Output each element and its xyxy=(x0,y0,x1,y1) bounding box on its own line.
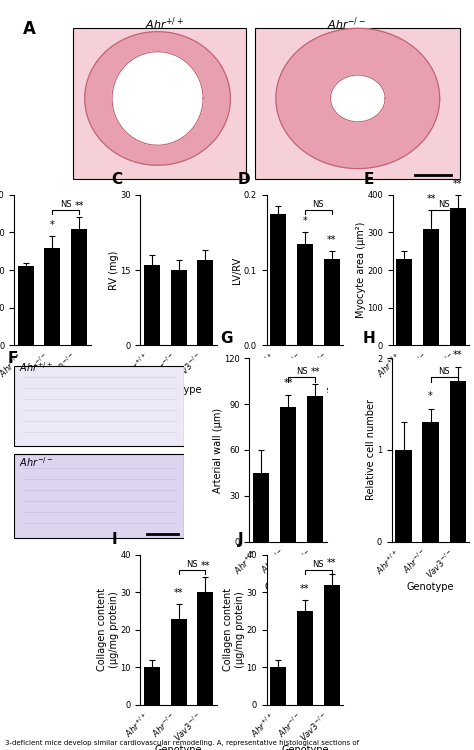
Text: NS: NS xyxy=(296,367,308,376)
Bar xyxy=(71,229,87,345)
Text: $Ahr^{+/+}$: $Ahr^{+/+}$ xyxy=(19,360,54,374)
Bar xyxy=(144,265,160,345)
Text: G: G xyxy=(220,331,233,346)
Bar xyxy=(324,585,339,705)
Text: NS: NS xyxy=(438,367,450,376)
X-axis label: Genotype: Genotype xyxy=(407,582,454,592)
Text: NS: NS xyxy=(60,200,72,209)
Bar xyxy=(422,422,438,542)
Y-axis label: Arterial wall (μm): Arterial wall (μm) xyxy=(213,407,223,493)
Bar xyxy=(395,450,411,542)
Bar xyxy=(297,244,313,345)
Text: $Ahr^{-/-}$: $Ahr^{-/-}$ xyxy=(19,455,54,470)
Text: **: ** xyxy=(74,202,84,211)
Text: *: * xyxy=(428,392,433,401)
X-axis label: Genotype: Genotype xyxy=(281,386,328,395)
Bar xyxy=(280,407,296,542)
Text: NS: NS xyxy=(312,560,324,569)
Bar xyxy=(144,668,160,705)
Text: $Ahr^{+/+}$: $Ahr^{+/+}$ xyxy=(145,15,184,32)
Text: D: D xyxy=(237,172,250,188)
Text: 3-deficient mice develop similar cardiovascular remodeling. A, representative hi: 3-deficient mice develop similar cardiov… xyxy=(5,740,359,746)
Text: H: H xyxy=(363,331,375,346)
Y-axis label: Collagen content
(μg/mg protein): Collagen content (μg/mg protein) xyxy=(223,588,245,671)
Text: $Ahr^{-/-}$: $Ahr^{-/-}$ xyxy=(327,15,366,32)
Text: J: J xyxy=(237,532,243,548)
X-axis label: Genotype: Genotype xyxy=(264,582,312,592)
Text: **: ** xyxy=(327,557,337,568)
X-axis label: Genotype: Genotype xyxy=(407,386,455,395)
Y-axis label: LV/RV: LV/RV xyxy=(232,256,242,284)
Text: I: I xyxy=(111,532,117,548)
Y-axis label: Collagen content
(μg/mg protein): Collagen content (μg/mg protein) xyxy=(97,588,118,671)
Bar xyxy=(197,592,213,705)
Text: NS: NS xyxy=(438,200,450,209)
Text: **: ** xyxy=(310,367,320,376)
X-axis label: Genotype: Genotype xyxy=(155,746,202,750)
Polygon shape xyxy=(276,28,440,169)
Text: **: ** xyxy=(327,236,337,245)
Bar xyxy=(18,266,34,345)
Bar xyxy=(450,208,466,345)
Polygon shape xyxy=(112,52,203,146)
Y-axis label: Myocyte area (μm²): Myocyte area (μm²) xyxy=(356,222,366,318)
Y-axis label: RV (mg): RV (mg) xyxy=(109,251,118,290)
Text: NS: NS xyxy=(186,560,198,569)
Bar xyxy=(270,214,286,345)
Text: *: * xyxy=(50,220,55,230)
Y-axis label: Relative cell number: Relative cell number xyxy=(365,400,375,500)
Bar xyxy=(45,248,61,345)
X-axis label: Genotype: Genotype xyxy=(155,386,202,395)
Text: **: ** xyxy=(453,179,463,189)
Bar xyxy=(171,619,187,705)
X-axis label: Genotype: Genotype xyxy=(281,746,328,750)
Text: **: ** xyxy=(453,350,462,360)
Bar xyxy=(396,259,412,345)
Bar xyxy=(270,668,286,705)
Bar xyxy=(324,259,339,345)
Text: C: C xyxy=(111,172,122,188)
Bar xyxy=(253,473,269,542)
Text: F: F xyxy=(8,351,18,366)
Polygon shape xyxy=(85,32,230,165)
Text: **: ** xyxy=(174,587,183,598)
Text: **: ** xyxy=(201,561,210,572)
Bar xyxy=(197,260,213,345)
Bar xyxy=(297,611,313,705)
Text: E: E xyxy=(364,172,374,188)
Text: **: ** xyxy=(283,377,293,388)
Text: NS: NS xyxy=(312,200,324,209)
X-axis label: Genotype: Genotype xyxy=(29,386,76,395)
Bar xyxy=(449,381,466,542)
Text: A: A xyxy=(23,20,36,38)
Bar xyxy=(171,270,187,345)
Bar xyxy=(423,229,439,345)
Text: **: ** xyxy=(426,194,436,204)
Text: **: ** xyxy=(300,584,310,594)
Bar xyxy=(307,397,323,542)
Text: *: * xyxy=(302,217,307,226)
Polygon shape xyxy=(330,75,385,122)
